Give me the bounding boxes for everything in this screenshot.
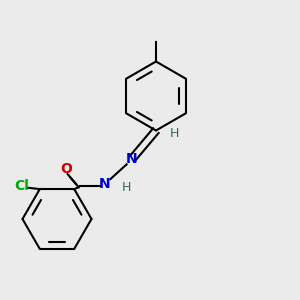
Text: O: O	[60, 163, 72, 176]
Text: N: N	[126, 152, 138, 166]
Text: H: H	[122, 181, 131, 194]
Text: N: N	[99, 178, 111, 191]
Text: Cl: Cl	[14, 179, 29, 193]
Text: H: H	[169, 127, 179, 140]
